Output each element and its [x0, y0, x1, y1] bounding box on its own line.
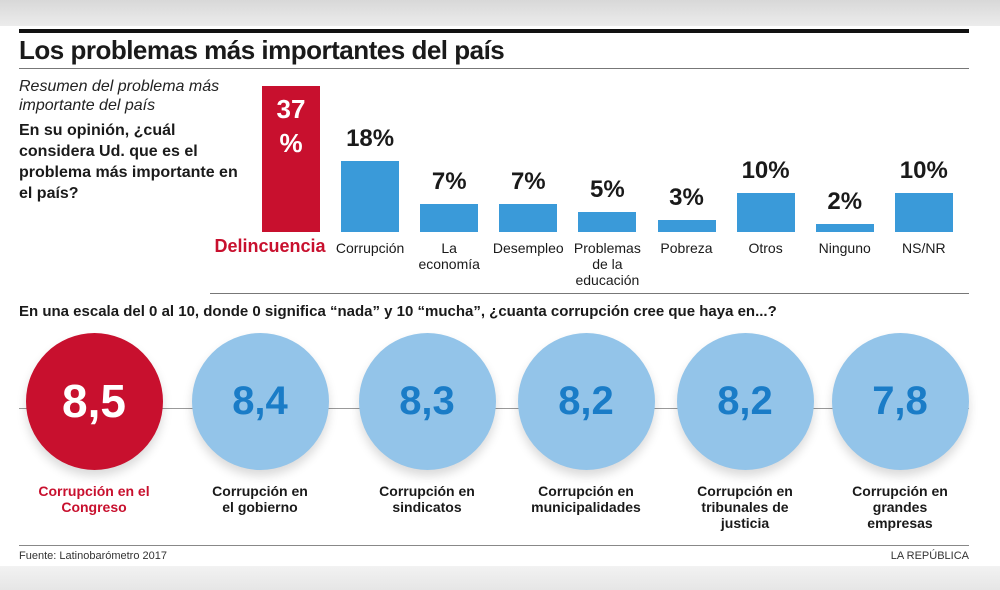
bar-value-label: 7%	[510, 168, 546, 196]
source: Fuente: Latinobarómetro 2017	[19, 550, 167, 562]
question-1: En su opinión, ¿cuál considera Ud. que e…	[19, 122, 238, 202]
bar-category-label: Problemas de la educación	[573, 240, 641, 288]
question-2: En una escala del 0 al 10, donde 0 signi…	[19, 303, 777, 320]
circle-label: Corrupción en el Congreso	[38, 483, 150, 515]
bar-value-label: 2%	[827, 188, 863, 216]
circle-label: Corrupción en tribunales de justicia	[697, 483, 793, 531]
circle-label: Corrupción en el gobierno	[212, 483, 308, 515]
bottom-blur	[0, 566, 1000, 590]
circle-label: Corrupción en municipalidades	[531, 483, 641, 515]
subtitle: Resumen del problema más importante del …	[19, 78, 220, 114]
score-circle: 7,8	[831, 332, 969, 470]
top-blur	[0, 0, 1000, 26]
bar	[736, 192, 795, 232]
title-divider	[19, 68, 969, 69]
bar-value-label: 10%	[899, 156, 948, 184]
bar-category-label: Delincuencia	[214, 236, 326, 256]
bar-value-label: 3%	[669, 184, 704, 212]
page-title: Los problemas más importantes del país	[19, 35, 505, 65]
score-circle: 8,3	[358, 332, 496, 470]
bar-category-label: Desempleo	[492, 240, 564, 256]
bar-category-label: Pobreza	[660, 240, 713, 256]
bar	[657, 220, 716, 232]
bar	[578, 212, 637, 232]
bar-value-label: 18%	[346, 124, 395, 152]
bar-value-label: 37 %	[276, 93, 306, 158]
bar-category-label: La economía	[418, 240, 480, 272]
bar-value-label: 7%	[431, 168, 467, 196]
score-circle: 8,2	[517, 332, 655, 470]
score-circle: 8,5	[25, 332, 163, 470]
bar-category-label: Ninguno	[818, 240, 871, 256]
footer-divider	[19, 545, 969, 546]
top-rule	[19, 29, 969, 33]
bar-value-label: 5%	[590, 176, 625, 204]
bar-category-label: NS/NR	[902, 240, 946, 256]
bar	[420, 204, 479, 232]
bar-value-label: 10%	[741, 156, 790, 184]
circle-label: Corrupción en grandes empresas	[852, 483, 948, 531]
section-divider	[210, 293, 969, 294]
bar	[499, 204, 558, 232]
bar	[341, 160, 400, 232]
bar-category-label: Otros	[748, 240, 783, 256]
bar	[815, 224, 874, 232]
bar	[894, 192, 953, 232]
brand: LA REPÚBLICA	[890, 550, 969, 562]
score-circle: 8,2	[676, 332, 814, 470]
bar-category-label: Corrupción	[335, 240, 405, 256]
bar	[262, 85, 320, 232]
circle-label: Corrupción en sindicatos	[379, 483, 475, 515]
score-circle: 8,4	[191, 332, 329, 470]
